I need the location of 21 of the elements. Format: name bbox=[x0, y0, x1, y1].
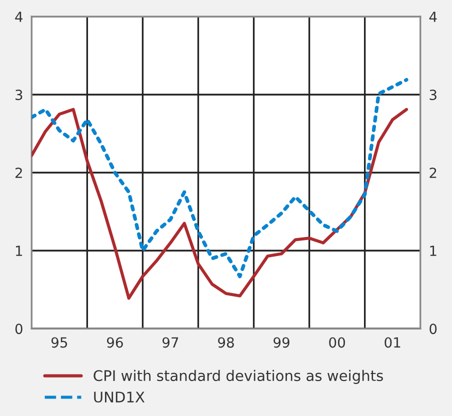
y-tick-label: 0 bbox=[15, 324, 22, 334]
line-series bbox=[32, 108, 408, 300]
y2-tick-label: 3 bbox=[430, 90, 436, 100]
legend-label: UND1X bbox=[94, 392, 145, 403]
x-tick-label: 95 bbox=[51, 337, 68, 348]
y2-tick-label: 2 bbox=[430, 168, 436, 178]
legend-label: CPI with standard deviations as weights bbox=[94, 370, 383, 384]
y-tick-label: 2 bbox=[15, 168, 22, 178]
x-tick-label: 96 bbox=[106, 337, 123, 348]
y2-tick-label: 4 bbox=[429, 12, 437, 22]
line-series bbox=[32, 78, 408, 278]
y2-tick-label: 1 bbox=[430, 246, 436, 256]
x-tick-label: 01 bbox=[384, 337, 400, 348]
y2-tick-label: 0 bbox=[430, 324, 437, 334]
y-tick-label: 4 bbox=[15, 12, 23, 22]
y-tick-label: 1 bbox=[16, 246, 22, 256]
x-tick-label: 00 bbox=[329, 337, 345, 348]
x-tick-label: 98 bbox=[218, 337, 234, 348]
x-tick-label: 97 bbox=[162, 337, 178, 348]
x-tick-label: 99 bbox=[274, 337, 290, 348]
y-tick-label: 3 bbox=[16, 90, 22, 100]
